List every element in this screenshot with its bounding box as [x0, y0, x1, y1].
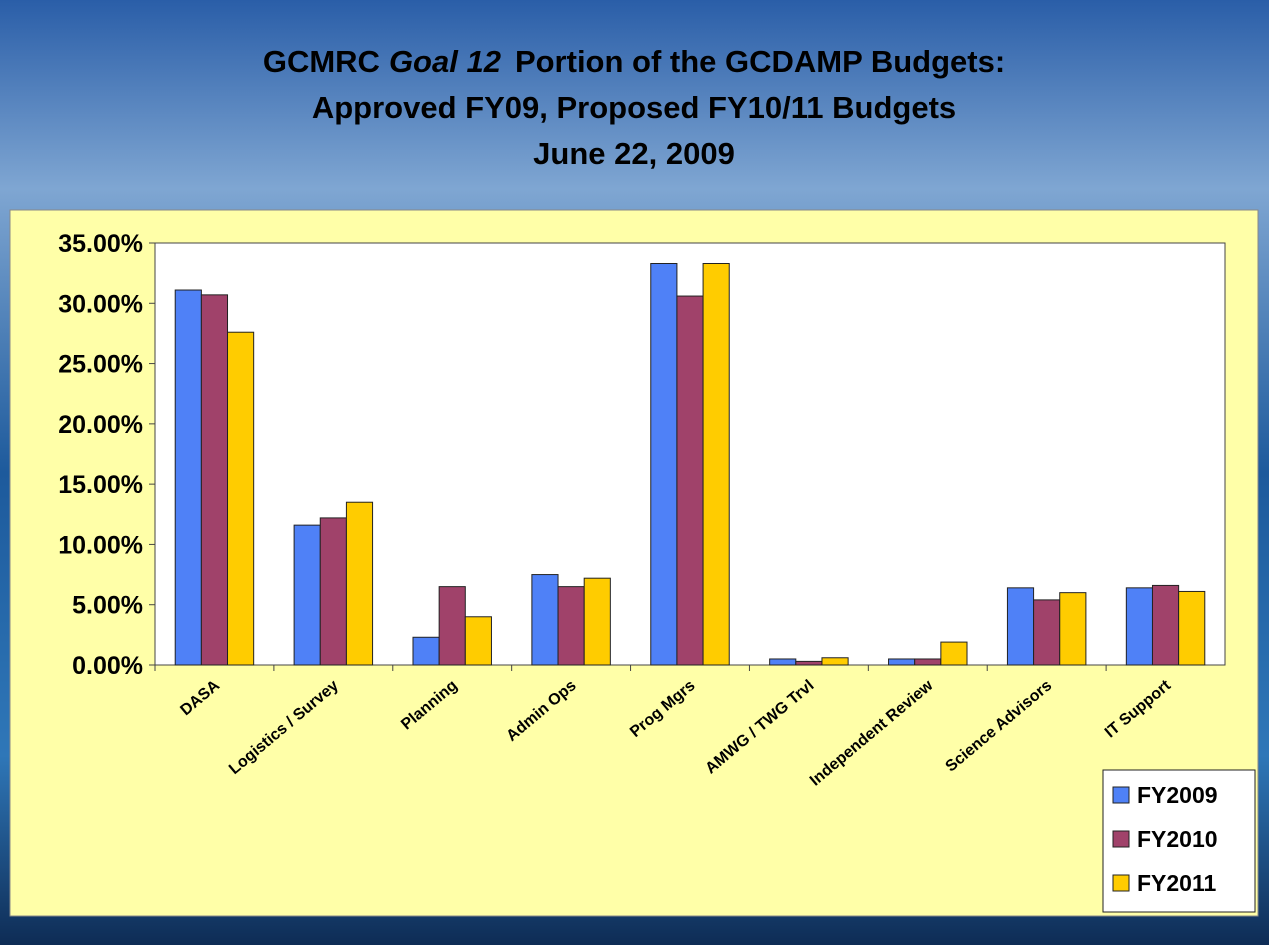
- bar: [769, 658, 797, 666]
- y-tick-label: 25.00%: [58, 351, 143, 379]
- bar: [227, 331, 255, 666]
- title-part: GCMRC: [263, 44, 380, 79]
- bar: [438, 586, 466, 666]
- bar: [650, 262, 678, 666]
- bar: [464, 616, 492, 666]
- title-part: Portion of the GCDAMP Budgets:: [515, 44, 1005, 79]
- bar: [345, 501, 374, 666]
- bar: [676, 295, 704, 666]
- legend-swatch: [1112, 786, 1130, 804]
- y-tick-label: 35.00%: [58, 230, 143, 258]
- legend-swatch: [1112, 830, 1130, 848]
- bar: [531, 574, 559, 666]
- title-line-2: Approved FY09, Proposed FY10/11 Budgets: [312, 90, 956, 125]
- bar: [821, 657, 849, 666]
- bar: [1151, 584, 1180, 666]
- title-line-1: GCMRC Goal 12 Portion of the GCDAMP Budget…: [263, 44, 1005, 79]
- y-tick-label: 5.00%: [72, 592, 143, 620]
- title-part: Goal 12: [389, 44, 501, 79]
- bar: [557, 586, 585, 666]
- bar: [914, 658, 942, 666]
- bar: [1125, 587, 1153, 666]
- bar: [1178, 590, 1206, 666]
- bar: [412, 636, 440, 666]
- bar: [200, 294, 229, 666]
- bar: [293, 524, 321, 666]
- bar: [888, 658, 916, 666]
- legend-swatch: [1112, 874, 1130, 892]
- y-tick-label: 30.00%: [58, 290, 143, 318]
- bar: [1033, 599, 1061, 666]
- y-tick-label: 0.00%: [72, 652, 143, 680]
- bar: [702, 262, 730, 666]
- legend-label: FY2010: [1137, 826, 1218, 852]
- bar: [174, 289, 202, 666]
- bar: [795, 660, 823, 666]
- y-tick-label: 10.00%: [58, 531, 143, 559]
- legend-label: FY2011: [1137, 870, 1216, 896]
- bar: [583, 577, 611, 666]
- y-tick-label: 15.00%: [58, 471, 143, 499]
- bar: [1006, 587, 1035, 666]
- y-tick-label: 20.00%: [58, 411, 143, 439]
- legend-label: FY2009: [1137, 782, 1218, 808]
- bar: [1059, 592, 1087, 666]
- title-line-3: June 22, 2009: [533, 136, 735, 171]
- bar: [940, 641, 968, 666]
- bar: [319, 517, 347, 666]
